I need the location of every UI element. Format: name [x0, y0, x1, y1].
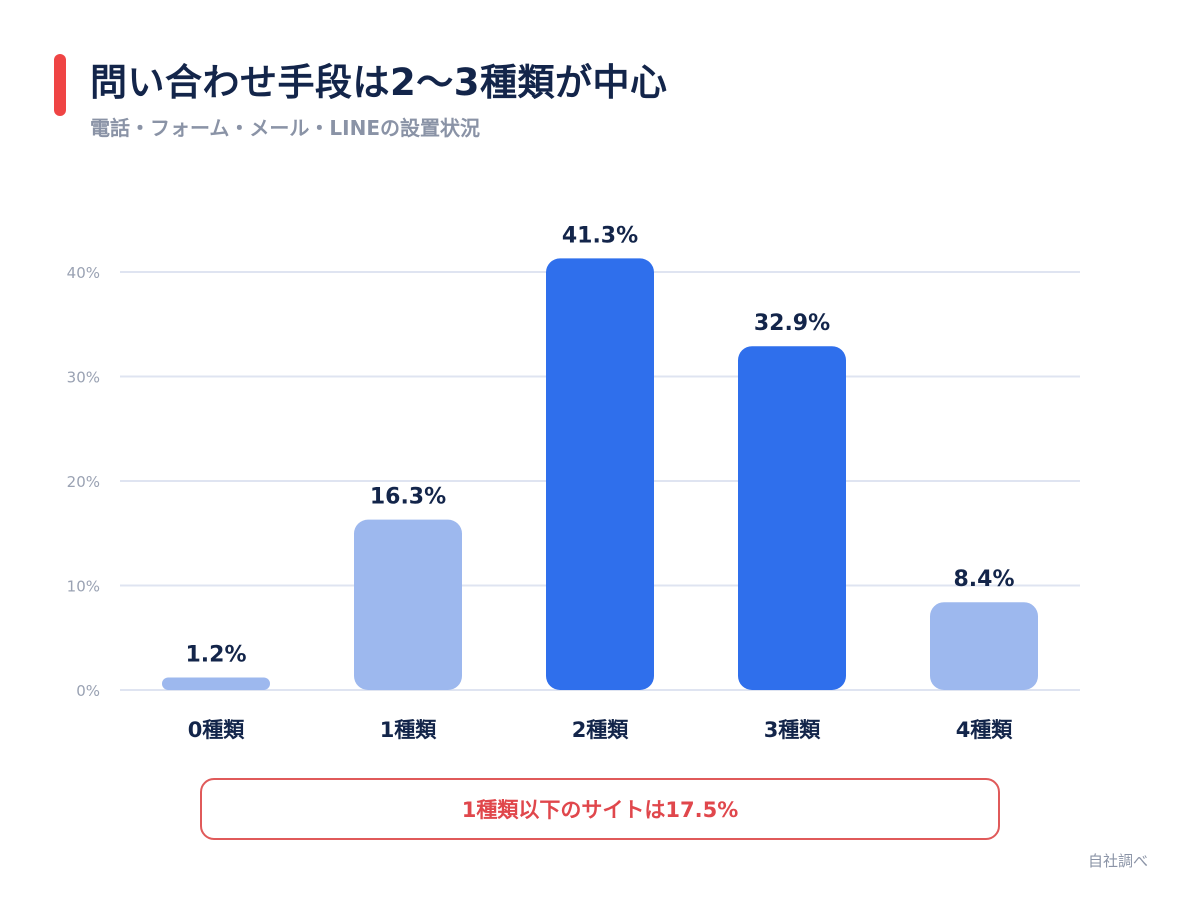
bar [738, 346, 846, 690]
bar-value-label: 1.2% [185, 642, 246, 667]
y-tick-label: 40% [67, 264, 100, 282]
bar-value-label: 32.9% [754, 311, 830, 336]
y-tick-label: 10% [67, 578, 100, 596]
x-category-label: 0種類 [188, 718, 246, 742]
chart-title: 問い合わせ手段は2〜3種類が中心 [90, 61, 668, 104]
bar-value-label: 41.3% [562, 223, 638, 248]
bar-chart: 0% 10% 20% 30% 40% 1.2% 0種類 16.3% 1種類 41.3% 2種類 32.… [67, 223, 1080, 742]
title-accent-bar [54, 54, 66, 116]
bar [162, 677, 270, 690]
bar-value-label: 8.4% [953, 567, 1014, 592]
bar-value-label: 16.3% [370, 485, 446, 510]
x-category-label: 2種類 [572, 718, 630, 742]
bar [930, 602, 1038, 690]
bar [354, 519, 462, 690]
source-note: 自社調べ [1087, 852, 1148, 870]
y-tick-label: 0% [76, 682, 100, 700]
chart-subtitle: 電話・フォーム・メール・LINEの設置状況 [90, 116, 480, 140]
x-category-label: 4種類 [956, 718, 1014, 742]
summary-callout-text: 1種類以下のサイトは17.5% [461, 798, 739, 822]
summary-callout: 1種類以下のサイトは17.5% [200, 778, 1000, 840]
bar [546, 258, 654, 690]
x-category-label: 1種類 [380, 718, 438, 742]
y-tick-label: 20% [67, 473, 100, 491]
x-category-label: 3種類 [764, 718, 822, 742]
y-tick-label: 30% [67, 369, 100, 387]
